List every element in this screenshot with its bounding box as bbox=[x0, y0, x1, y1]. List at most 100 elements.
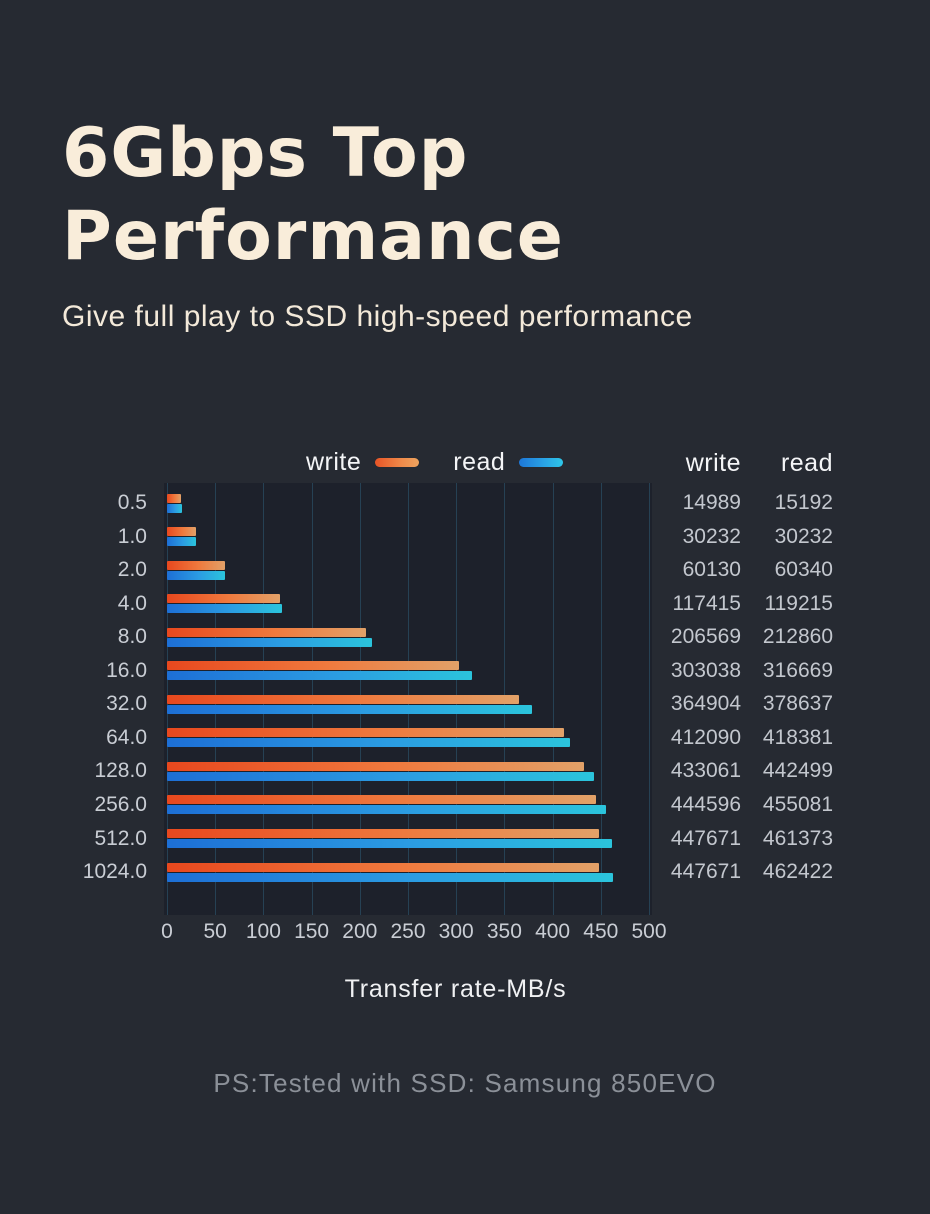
page-title-line2: Performance bbox=[62, 197, 564, 276]
page-subtitle: Give full play to SSD high-speed perform… bbox=[62, 300, 693, 333]
read-bar bbox=[167, 570, 226, 580]
read-value: 418381 bbox=[762, 725, 833, 749]
write-value: 117415 bbox=[672, 591, 741, 615]
read-value: 212860 bbox=[762, 625, 833, 649]
footer-note: PS:Tested with SSD: Samsung 850EVO bbox=[213, 1068, 717, 1098]
bar-row bbox=[167, 627, 373, 647]
x-tick-label: 400 bbox=[535, 920, 571, 943]
write-bar bbox=[167, 829, 599, 838]
write-bar bbox=[167, 560, 225, 570]
read-bar bbox=[167, 872, 613, 882]
read-value: 461373 bbox=[762, 826, 833, 850]
read-value: 442499 bbox=[762, 759, 833, 783]
category-label: 256.0 bbox=[94, 792, 147, 816]
write-bar bbox=[167, 661, 460, 671]
bar-row bbox=[167, 560, 226, 580]
read-bar bbox=[167, 671, 473, 681]
read-value: 455081 bbox=[762, 792, 833, 816]
x-tick-label: 50 bbox=[203, 920, 227, 943]
write-value: 447671 bbox=[670, 826, 741, 850]
bar-row bbox=[167, 594, 282, 614]
write-value: 447671 bbox=[670, 860, 741, 884]
x-tick-label: 150 bbox=[294, 920, 330, 943]
legend-write-swatch-icon bbox=[375, 457, 420, 467]
read-value: 15192 bbox=[774, 491, 833, 514]
write-bar bbox=[167, 493, 182, 503]
write-bar bbox=[167, 594, 281, 604]
gridline bbox=[649, 483, 650, 915]
write-bar bbox=[167, 627, 367, 637]
read-value: 30232 bbox=[774, 524, 833, 548]
legend-item-write: write bbox=[306, 447, 420, 477]
gridline bbox=[600, 483, 602, 915]
bar-row bbox=[167, 694, 532, 714]
write-bar bbox=[167, 795, 596, 805]
x-tick-label: 100 bbox=[245, 920, 281, 943]
bar-row bbox=[167, 661, 473, 681]
read-bar bbox=[167, 704, 532, 714]
category-label: 8.0 bbox=[117, 625, 147, 649]
write-value: 433061 bbox=[670, 759, 741, 783]
category-label: 1024.0 bbox=[82, 860, 147, 884]
write-bar bbox=[167, 728, 565, 738]
bar-row bbox=[167, 761, 594, 781]
page-title-line1: 6Gbps Top bbox=[62, 114, 469, 193]
category-label: 0.5 bbox=[117, 491, 147, 514]
write-value: 364904 bbox=[670, 692, 741, 716]
category-label: 32.0 bbox=[106, 692, 147, 716]
read-value: 316669 bbox=[762, 658, 833, 682]
read-bar bbox=[167, 839, 612, 848]
read-bar bbox=[167, 771, 594, 781]
write-value: 412090 bbox=[670, 725, 741, 749]
table-header-write: write bbox=[685, 449, 741, 477]
write-bar bbox=[167, 527, 197, 537]
read-bar bbox=[167, 805, 606, 815]
legend-read-label: read bbox=[453, 447, 506, 476]
x-tick-label: 500 bbox=[631, 920, 667, 943]
write-value: 206569 bbox=[670, 625, 741, 649]
write-value: 444596 bbox=[670, 792, 741, 816]
x-tick-label: 250 bbox=[390, 920, 426, 943]
x-tick-label: 350 bbox=[486, 920, 522, 943]
read-bar bbox=[167, 738, 571, 748]
read-value: 462422 bbox=[762, 860, 833, 884]
category-label: 512.0 bbox=[94, 826, 147, 850]
category-label: 2.0 bbox=[117, 558, 147, 582]
gridline bbox=[552, 483, 554, 915]
bar-row bbox=[167, 862, 613, 882]
write-bar bbox=[167, 862, 599, 872]
bar-row bbox=[167, 493, 182, 513]
write-bar bbox=[167, 761, 585, 771]
read-value: 60340 bbox=[774, 558, 833, 582]
legend-write-label: write bbox=[306, 447, 362, 476]
read-bar bbox=[167, 537, 197, 547]
category-label: 64.0 bbox=[106, 725, 147, 749]
read-value: 119215 bbox=[764, 591, 833, 615]
chart-plot-area bbox=[164, 483, 652, 915]
category-label: 16.0 bbox=[106, 658, 147, 682]
x-tick-label: 0 bbox=[161, 920, 173, 943]
write-value: 60130 bbox=[682, 558, 741, 582]
read-bar bbox=[167, 503, 182, 513]
x-tick-label: 300 bbox=[438, 920, 474, 943]
x-tick-label: 450 bbox=[583, 920, 619, 943]
table-header-read: read bbox=[780, 449, 833, 477]
chart-legend: write read bbox=[306, 447, 564, 477]
category-label: 128.0 bbox=[94, 759, 147, 783]
legend-item-read: read bbox=[453, 447, 564, 477]
page-title: 6Gbps Top Performance bbox=[62, 112, 882, 278]
category-label: 1.0 bbox=[117, 524, 147, 548]
bar-row bbox=[167, 795, 606, 815]
read-value: 378637 bbox=[762, 692, 833, 716]
bar-row bbox=[167, 829, 612, 848]
legend-read-swatch-icon bbox=[519, 457, 564, 467]
read-bar bbox=[167, 637, 373, 647]
write-value: 303038 bbox=[670, 658, 741, 682]
read-bar bbox=[167, 604, 282, 614]
bar-row bbox=[167, 728, 571, 748]
write-value: 30232 bbox=[682, 524, 741, 548]
bar-row bbox=[167, 527, 197, 547]
write-bar bbox=[167, 694, 519, 704]
x-axis-title: Transfer rate-MB/s bbox=[344, 975, 567, 1003]
